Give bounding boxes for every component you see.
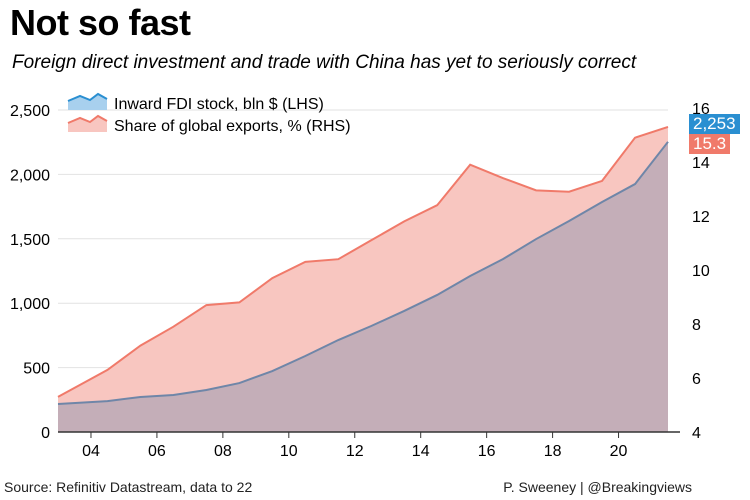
y-right-tick-label: 16 — [692, 101, 710, 118]
x-tick-label: 06 — [148, 443, 166, 460]
fdi-end-label: 2,253 — [689, 114, 740, 134]
legend-fdi-label: Inward FDI stock, bln $ (LHS) — [114, 96, 324, 113]
x-tick-label: 12 — [346, 443, 364, 460]
x-tick-label: 08 — [214, 443, 232, 460]
x-tick-label: 18 — [544, 443, 562, 460]
y-left-tick-label: 1,000 — [10, 296, 50, 313]
y-right-tick-label: 4 — [692, 425, 701, 442]
y-right-tick-label: 10 — [692, 263, 710, 280]
x-tick-label: 16 — [478, 443, 496, 460]
legend-exports-label: Share of global exports, % (RHS) — [114, 118, 351, 135]
credit-note: P. Sweeney | @Breakingviews — [503, 479, 692, 495]
x-tick-label: 14 — [412, 443, 430, 460]
exports-end-label: 15.3 — [689, 134, 731, 154]
y-left-tick-label: 2,500 — [10, 103, 50, 120]
chart-title: Not so fast — [10, 2, 191, 43]
legend-fdi-line — [67, 92, 108, 102]
x-tick-label: 04 — [82, 443, 100, 460]
fdi-area — [58, 141, 668, 432]
chart-subtitle: Foreign direct investment and trade with… — [12, 52, 637, 73]
y-left-tick-label: 1,500 — [10, 232, 50, 249]
x-tick-label: 20 — [610, 443, 628, 460]
y-left-tick-label: 2,000 — [10, 167, 50, 184]
y-right-tick-label: 14 — [692, 155, 710, 172]
x-tick-label: 10 — [280, 443, 298, 460]
y-left-tick-label: 500 — [23, 361, 50, 378]
source-note: Source: Refinitiv Datastream, data to 22 — [4, 479, 253, 495]
y-right-tick-label: 6 — [692, 371, 701, 388]
y-left-tick-label: 0 — [41, 425, 50, 442]
legend-exports-line — [67, 114, 108, 124]
y-right-tick-label: 8 — [692, 317, 701, 334]
y-right-tick-label: 12 — [692, 209, 710, 226]
